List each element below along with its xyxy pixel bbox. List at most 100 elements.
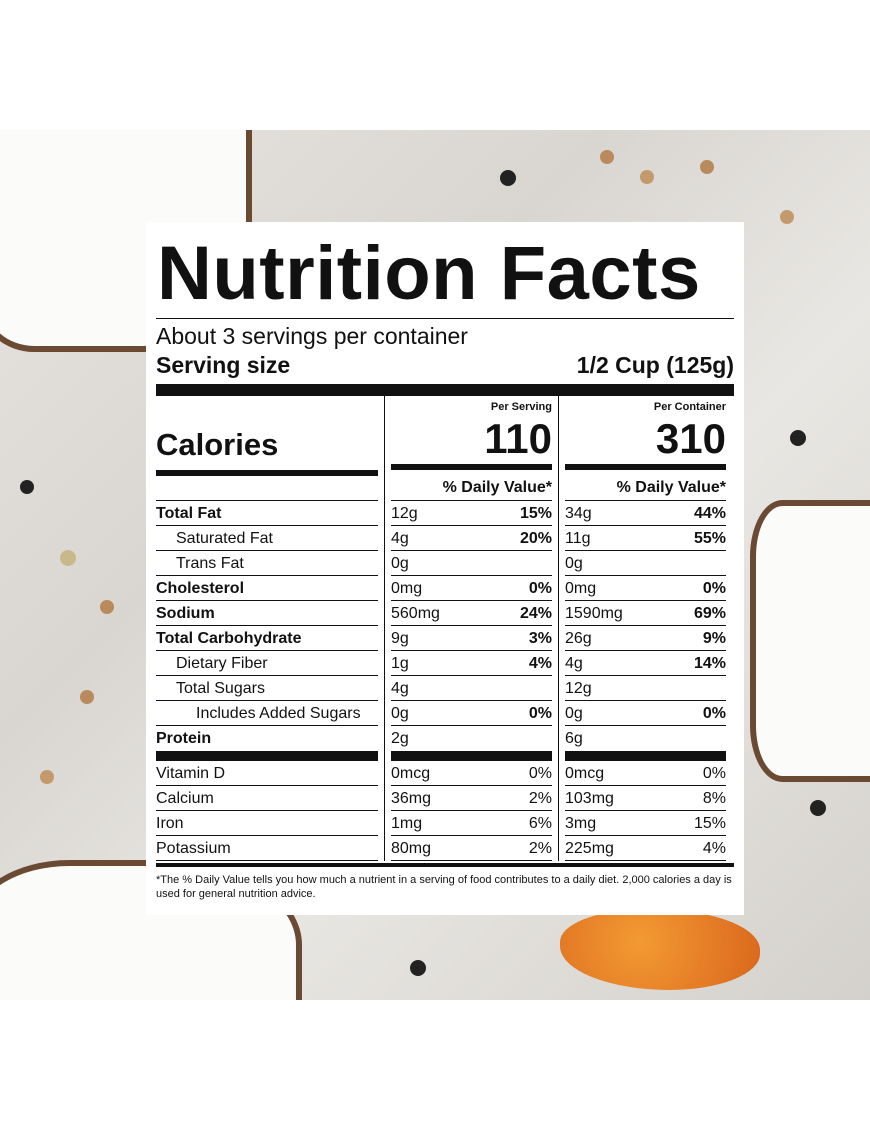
table-row: Vitamin D 0mcg 0% 0mcg 0% [156, 761, 734, 786]
table-row: Dietary Fiber 1g 4% 4g 14% [156, 651, 734, 676]
serving-daily-value: 6% [528, 815, 552, 832]
calories-section: Calories Per Serving 110 Per Container 3… [156, 396, 734, 476]
serving-amount: 2g [391, 730, 409, 747]
container-daily-value: 0% [702, 580, 726, 597]
seed [790, 430, 806, 446]
serving-daily-value: 0% [528, 765, 552, 782]
serving-daily-value: 2% [528, 840, 552, 857]
serving-amount: 0mcg [391, 765, 431, 782]
nutrient-rows: Total Fat 12g 15% 34g 44% Saturated Fat 4g 20% 1… [156, 501, 734, 751]
daily-value-header: % Daily Value* [391, 476, 552, 501]
seed [500, 170, 516, 186]
nutrient-name: Potassium [156, 836, 378, 861]
nutrient-name: Calcium [156, 786, 378, 811]
table-row: Trans Fat 0g 0g [156, 551, 734, 576]
serving-daily-value: 15% [519, 505, 552, 522]
serving-amount: 80mg [391, 840, 432, 857]
nutrient-name: Trans Fat [156, 551, 378, 576]
divider [156, 318, 734, 319]
table-row: Cholesterol 0mg 0% 0mg 0% [156, 576, 734, 601]
nutrient-name: Total Fat [156, 501, 378, 526]
container-amount: 103mg [565, 790, 614, 807]
seed [700, 160, 714, 174]
divider [391, 464, 552, 470]
vitamin-divider [156, 751, 734, 761]
nutrient-name: Cholesterol [156, 576, 378, 601]
nutrient-table: % Daily Value* % Daily Value* [156, 476, 734, 501]
calories-label: Calories [156, 427, 279, 462]
serving-size-value: 1/2 Cup (125g) [576, 352, 734, 378]
container-amount: 11g [565, 530, 591, 547]
serving-daily-value: 20% [519, 530, 552, 547]
container-amount: 3mg [565, 815, 597, 832]
serving-daily-value: 24% [519, 605, 552, 622]
container-daily-value: 14% [693, 655, 726, 672]
container-daily-value: 69% [693, 605, 726, 622]
divider [565, 464, 726, 470]
table-row: Calcium 36mg 2% 103mg 8% [156, 786, 734, 811]
seed [780, 210, 794, 224]
nutrient-name: Dietary Fiber [156, 651, 378, 676]
table-row: Protein 2g 6g [156, 726, 734, 751]
seed [410, 960, 426, 976]
nutrient-name: Iron [156, 811, 378, 836]
table-row: Includes Added Sugars 0g 0% 0g 0% [156, 701, 734, 726]
nutrient-name: Sodium [156, 601, 378, 626]
table-row: Saturated Fat 4g 20% 11g 55% [156, 526, 734, 551]
container-daily-value: 4% [702, 840, 726, 857]
divider [156, 863, 734, 867]
coconut-piece [750, 500, 870, 782]
nutrient-name: Saturated Fat [156, 526, 378, 551]
container-amount: 6g [565, 730, 583, 747]
container-daily-value: 0% [702, 705, 726, 722]
serving-amount: 0g [391, 705, 409, 722]
seed [640, 170, 654, 184]
container-amount: 0g [565, 705, 583, 722]
container-daily-value: 55% [693, 530, 726, 547]
serving-size-row: Serving size 1/2 Cup (125g) [156, 350, 734, 380]
seed [600, 150, 614, 164]
nutrient-name: Total Sugars [156, 676, 378, 701]
divider [156, 470, 378, 476]
seed [20, 480, 34, 494]
serving-daily-value: 0% [528, 705, 552, 722]
table-row: Iron 1mg 6% 3mg 15% [156, 811, 734, 836]
turmeric-root [560, 910, 760, 990]
nutrient-name: Protein [156, 730, 212, 747]
divider-thick [156, 384, 734, 396]
per-serving-header: Per Serving [490, 401, 552, 413]
daily-value-header: % Daily Value* [565, 476, 726, 501]
container-amount: 1590mg [565, 605, 623, 622]
container-daily-value: 8% [702, 790, 726, 807]
serving-amount: 1mg [391, 815, 423, 832]
container-daily-value: 44% [693, 505, 726, 522]
serving-amount: 560mg [391, 605, 440, 622]
container-amount: 0mcg [565, 765, 605, 782]
per-container-header: Per Container [653, 401, 726, 413]
serving-daily-value: 4% [528, 655, 552, 672]
serving-amount: 0mg [391, 580, 423, 597]
table-row: Sodium 560mg 24% 1590mg 69% [156, 601, 734, 626]
container-daily-value: 9% [702, 630, 726, 647]
label-title: Nutrition Facts [157, 231, 701, 316]
serving-amount: 9g [391, 630, 409, 647]
container-daily-value: 15% [693, 815, 726, 832]
serving-daily-value: 0% [528, 580, 552, 597]
table-row: Total Carbohydrate 9g 3% 26g 9% [156, 626, 734, 651]
footnote: *The % Daily Value tells you how much a … [156, 874, 732, 900]
nutrient-name: Total Carbohydrate [156, 626, 378, 651]
nutrient-name: Includes Added Sugars [156, 701, 378, 726]
seed [80, 690, 94, 704]
serving-amount: 1g [391, 655, 409, 672]
container-daily-value: 0% [702, 765, 726, 782]
servings-per-container: About 3 servings per container [156, 323, 468, 349]
calories-per-container: 310 [655, 415, 726, 462]
serving-daily-value: 2% [528, 790, 552, 807]
vitamin-rows: Vitamin D 0mcg 0% 0mcg 0% Calcium 36mg 2% 103mg 8… [156, 761, 734, 861]
serving-amount: 12g [391, 505, 418, 522]
seed [100, 600, 114, 614]
serving-amount: 4g [391, 530, 409, 547]
table-row: Potassium 80mg 2% 225mg 4% [156, 836, 734, 861]
calories-per-serving: 110 [484, 415, 552, 462]
serving-size-label: Serving size [156, 352, 291, 378]
